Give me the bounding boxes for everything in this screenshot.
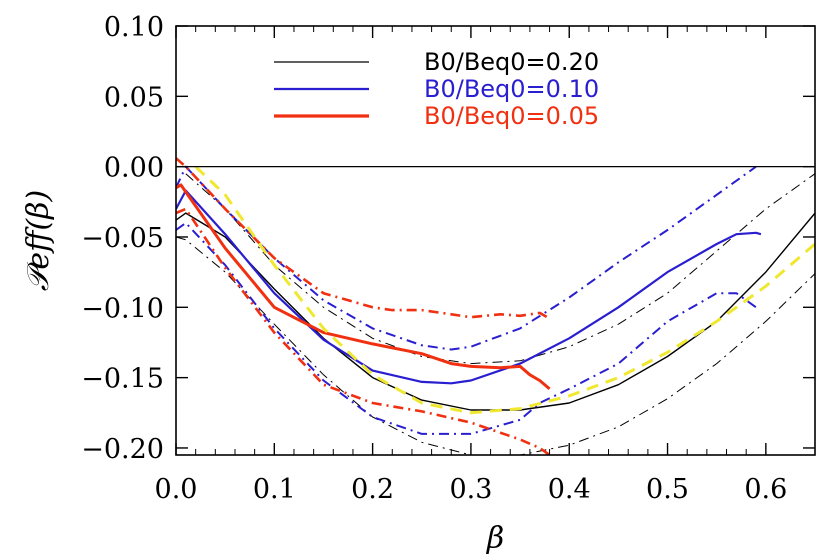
series-line-b0-beq0-0-05 bbox=[176, 183, 551, 391]
series-line-b0-beq0-0-10-upper bbox=[176, 165, 757, 351]
x-tick-label: 0.6 bbox=[744, 474, 787, 505]
y-tick-label: −0.20 bbox=[81, 434, 164, 465]
x-tick-label: 0.4 bbox=[548, 474, 591, 505]
x-tick-label: 0.0 bbox=[155, 474, 198, 505]
x-tick-label: 0.1 bbox=[253, 474, 296, 505]
y-tick-label: −0.05 bbox=[81, 223, 164, 254]
series-line-b0-beq0-0-05-lower bbox=[176, 207, 551, 455]
series-line-b0-beq0-0-20-upper bbox=[185, 173, 815, 365]
y-tick-label: 0.05 bbox=[104, 82, 164, 113]
x-tick-label: 0.2 bbox=[351, 474, 394, 505]
legend-label: B0/Beq0=0.05 bbox=[424, 102, 599, 130]
series-line-b0-beq0-0-20-lower bbox=[176, 236, 815, 455]
legend-label: B0/Beq0=0.20 bbox=[424, 48, 599, 76]
x-axis-label: β bbox=[486, 521, 504, 554]
y-tick-label: 0.10 bbox=[104, 12, 164, 43]
series-line-b0-beq0-0-10 bbox=[176, 189, 762, 385]
series-line-fit bbox=[194, 165, 815, 415]
x-tick-label: 0.3 bbox=[449, 474, 492, 505]
y-tick-label: −0.10 bbox=[81, 293, 164, 324]
legend-label: B0/Beq0=0.10 bbox=[424, 75, 599, 103]
y-axis-label: 𝒫eff(β) bbox=[21, 190, 56, 291]
axis-ticks: 0.0 0.1 0.2 0.3 0.4 0.5 0.6 0.10 0.05 0.00 −0.05 −0… bbox=[81, 12, 815, 505]
y-tick-label: −0.15 bbox=[81, 364, 164, 395]
y-tick-label: 0.00 bbox=[104, 153, 164, 184]
x-tick-label: 0.5 bbox=[646, 474, 689, 505]
series-line-b0-beq0-0-10-lower bbox=[176, 221, 757, 435]
plot-series bbox=[176, 157, 815, 455]
plot-frame bbox=[175, 25, 816, 456]
series-line-b0-beq0-0-05-upper bbox=[176, 157, 551, 320]
